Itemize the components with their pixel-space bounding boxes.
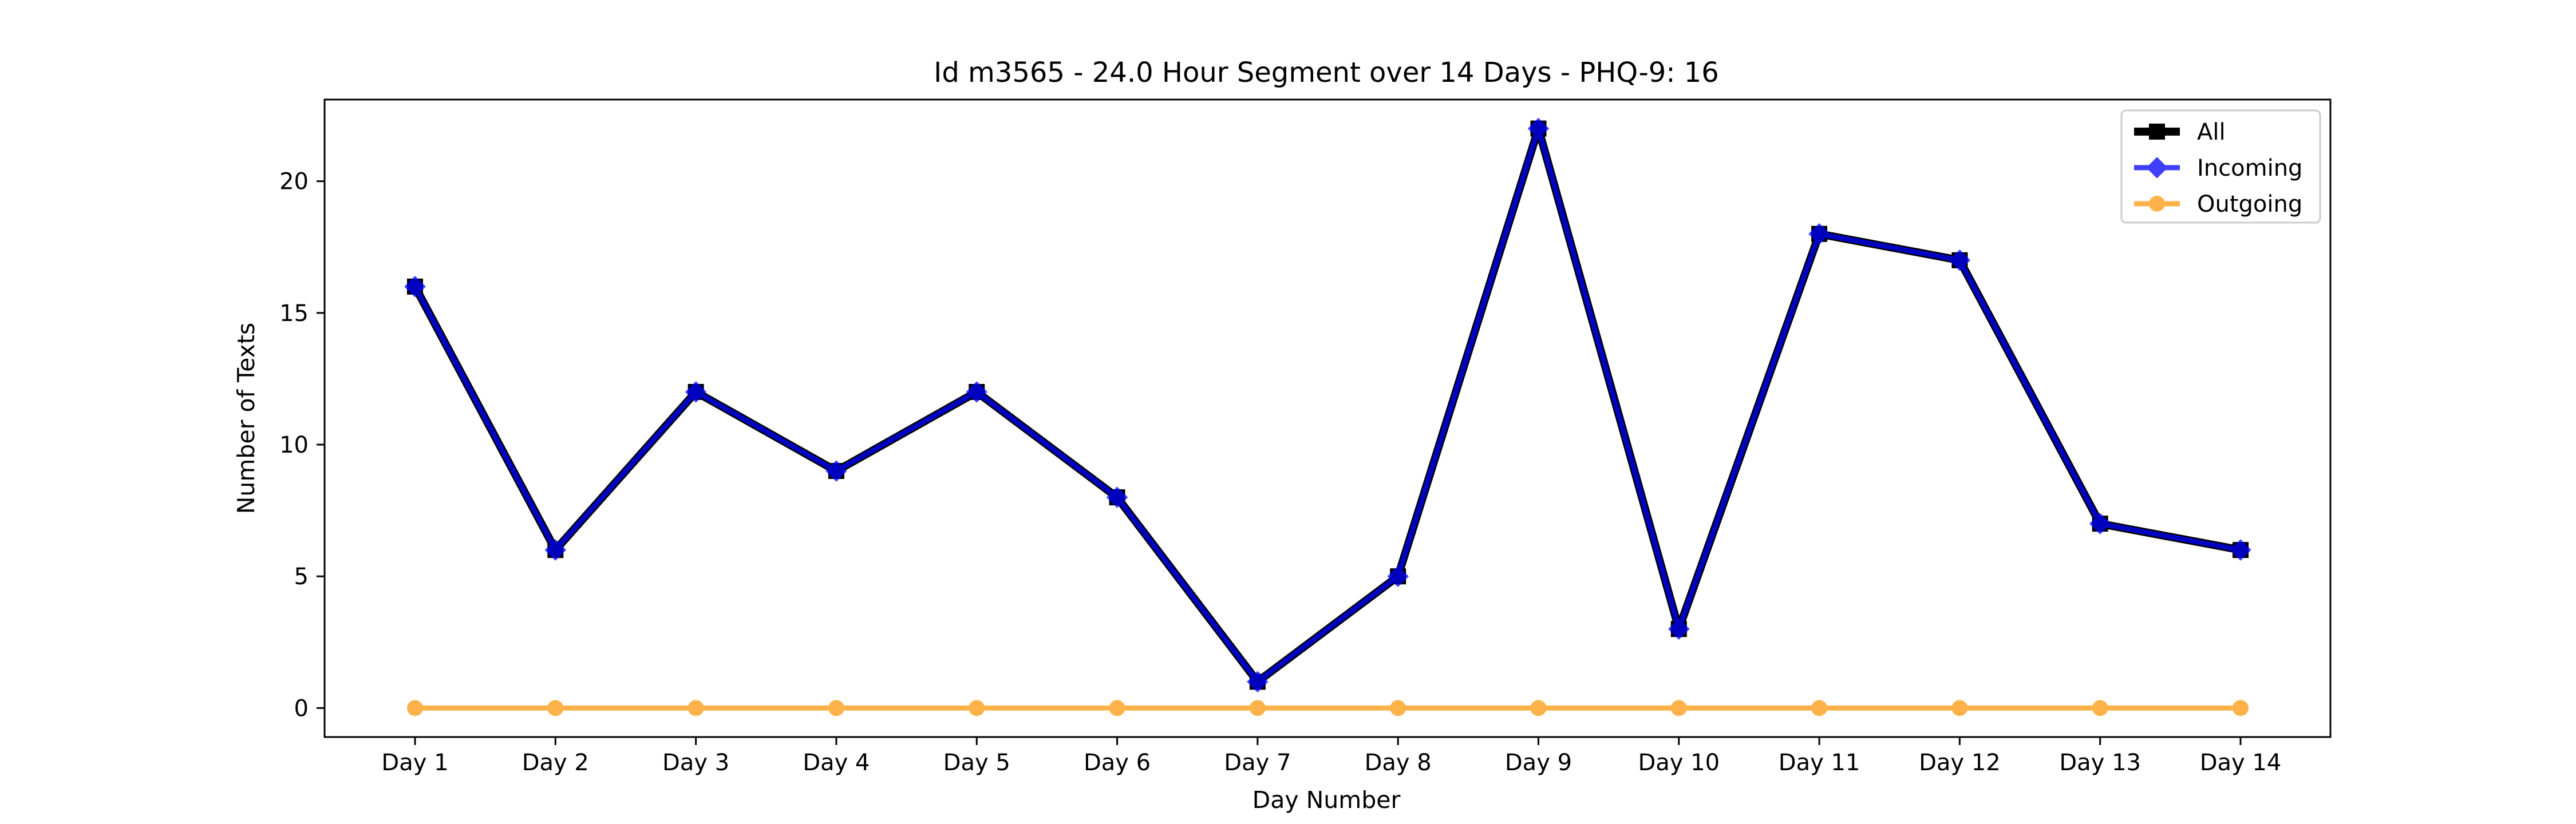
point-incoming	[685, 381, 707, 403]
x-tick-label: Day 2	[522, 750, 589, 776]
x-tick-label: Day 7	[1224, 750, 1291, 776]
x-tick-label: Day 3	[662, 750, 729, 776]
y-tick-label: 15	[279, 300, 309, 327]
point-outgoing	[1951, 700, 1968, 716]
legend-item-incoming	[2134, 157, 2180, 179]
point-outgoing	[2233, 700, 2249, 716]
x-tick-label: Day 9	[1505, 750, 1572, 776]
legend-swatch-marker	[2149, 124, 2165, 140]
point-outgoing	[969, 700, 985, 716]
x-tick-label: Day 11	[1779, 750, 1860, 776]
x-tick-label: Day 8	[1365, 750, 1432, 776]
legend-label-all: All	[2197, 119, 2226, 145]
x-tick-label: Day 14	[2200, 750, 2282, 776]
point-outgoing	[828, 700, 844, 716]
legend-box	[2120, 109, 2321, 224]
y-tick-label: 20	[279, 169, 309, 195]
axes-frame	[323, 98, 2332, 738]
x-tick-label: Day 4	[803, 750, 870, 776]
point-incoming	[404, 276, 426, 298]
legend-swatch-marker	[2146, 157, 2168, 179]
point-outgoing	[1530, 700, 1547, 716]
legend-item-outgoing	[2134, 196, 2180, 212]
x-tick-label: Day 12	[1919, 750, 2001, 776]
point-incoming	[966, 381, 987, 403]
plot-area: Day 1 Day 2 Day 3 Day 4 Day 5 Day 6 Day 7 Day 8…	[279, 98, 2332, 776]
point-incoming	[2089, 513, 2111, 534]
point-incoming	[1808, 223, 1830, 245]
y-tick-label: 10	[279, 432, 309, 458]
series-incoming	[404, 117, 2251, 693]
legend-label-outgoing: Outgoing	[2197, 191, 2302, 217]
y-axis-label: Number of Texts	[232, 323, 260, 514]
y-tick-label: 5	[294, 564, 309, 590]
point-outgoing	[1249, 700, 1266, 716]
point-incoming	[1387, 565, 1409, 587]
x-axis-label: Day Number	[1253, 786, 1401, 814]
point-incoming	[1247, 671, 1269, 693]
point-outgoing	[547, 700, 564, 716]
point-incoming	[544, 539, 567, 561]
x-tick-label: Day 5	[943, 750, 1010, 776]
point-outgoing	[2092, 700, 2108, 716]
x-tick-label: Day 1	[381, 750, 448, 776]
point-incoming	[1668, 618, 1690, 640]
y-tick-label: 0	[294, 695, 309, 722]
legend-swatch-marker	[2149, 196, 2165, 212]
x-tick-label: Day 13	[2059, 750, 2141, 776]
point-outgoing	[407, 700, 423, 716]
legend: All Incoming Outgoing	[2120, 109, 2321, 224]
point-outgoing	[1670, 700, 1687, 716]
point-outgoing	[1811, 700, 1828, 716]
point-outgoing	[1390, 700, 1406, 716]
legend-label-incoming: Incoming	[2197, 155, 2302, 181]
legend-item-all	[2134, 124, 2180, 140]
point-outgoing	[1109, 700, 1125, 716]
point-incoming	[1106, 486, 1128, 508]
series-line-incoming	[412, 126, 2243, 684]
point-incoming	[825, 460, 847, 482]
point-incoming	[1949, 249, 1971, 271]
series-outgoing	[407, 700, 2249, 716]
chart-title: Id m3565 - 24.0 Hour Segment over 14 Day…	[934, 57, 1719, 89]
x-tick-label: Day 6	[1084, 750, 1151, 776]
point-outgoing	[688, 700, 704, 716]
point-incoming	[1527, 117, 1550, 140]
x-tick-label: Day 10	[1638, 750, 1720, 776]
point-incoming	[2230, 539, 2251, 561]
